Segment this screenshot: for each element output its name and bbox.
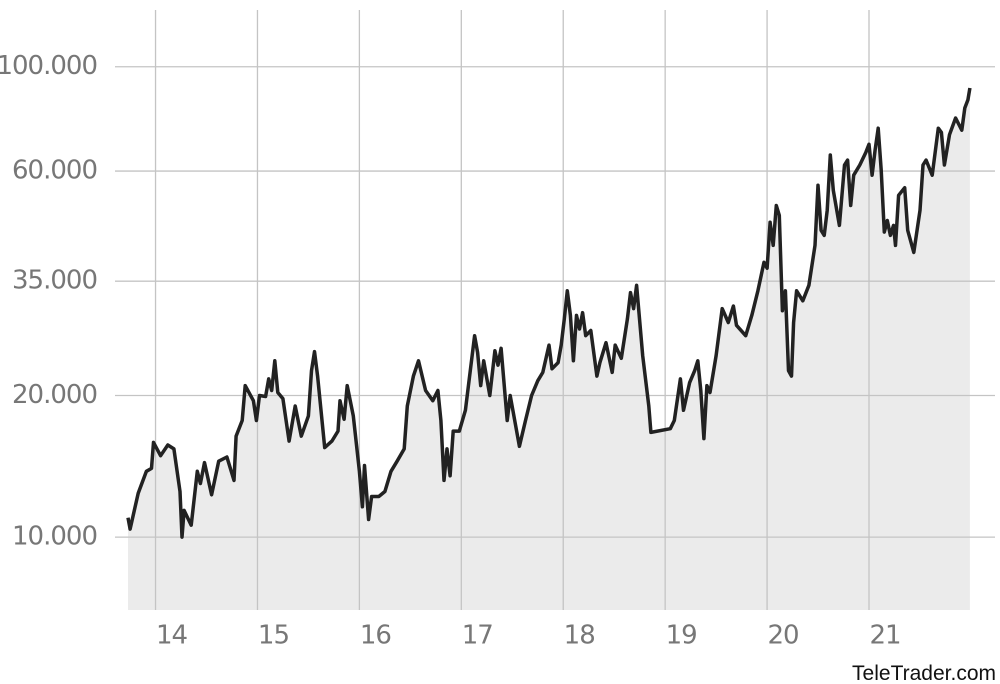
- x-tick-label: 17: [462, 621, 493, 651]
- x-tick-label: 20: [768, 621, 799, 651]
- x-tick-label: 16: [360, 621, 391, 651]
- x-tick-label: 14: [156, 621, 188, 651]
- y-tick-label: 10.000: [12, 522, 97, 552]
- x-tick-label: 19: [666, 621, 697, 651]
- line: [126, 87, 972, 539]
- x-tick-label: 15: [258, 621, 289, 651]
- y-tick-label: 60.000: [12, 156, 97, 186]
- watermark: TeleTrader.com: [852, 662, 996, 684]
- y-tick-label: 35.000: [12, 266, 97, 296]
- y-tick-label: 20.000: [12, 380, 97, 410]
- x-tick-label: 21: [869, 621, 900, 651]
- y-tick-label: 100.000: [0, 51, 97, 81]
- x-tick-label: 18: [564, 621, 595, 651]
